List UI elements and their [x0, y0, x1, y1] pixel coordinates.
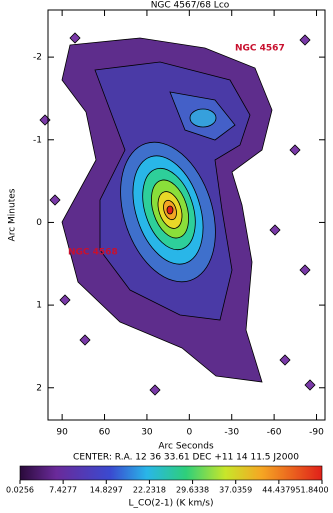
- plot-frame: [47, 9, 326, 421]
- x-axis-title: Arc Seconds: [158, 442, 214, 452]
- colorbar-title: L_CO(2-1) (K km/s): [129, 499, 214, 509]
- x-tick-label: 0: [186, 428, 192, 438]
- x-tick-label: 60: [99, 428, 111, 438]
- y-tick-label: 1: [36, 301, 42, 311]
- subtitle: CENTER: R.A. 12 36 33.61 DEC +11 14 11.5…: [73, 453, 299, 463]
- x-tick-label: -90: [309, 428, 324, 438]
- colorbar-tick-label: 14.8297: [90, 486, 123, 495]
- annotation: NGC 4567: [235, 44, 285, 54]
- y-tick-label: -2: [33, 53, 42, 63]
- colorbar-tick-label: 22.2318: [133, 486, 166, 495]
- y-axis-title: Arc Minutes: [8, 188, 18, 241]
- colorbar-tick-label: 0.0256: [6, 486, 34, 495]
- colorbar-tick-label: 7.4277: [49, 486, 77, 495]
- colorbar-tick-label: 51.8400: [295, 486, 328, 495]
- y-tick-label: 2: [36, 383, 42, 393]
- y-tick-label: 0: [36, 218, 42, 228]
- colorbar: [19, 465, 323, 481]
- colorbar-tick-label: 44.4379: [262, 486, 295, 495]
- contour-map: [39, 32, 316, 396]
- x-tick-label: -30: [224, 428, 239, 438]
- chart-title: NGC 4567/68 Lco: [151, 1, 230, 11]
- x-tick-label: 30: [141, 428, 153, 438]
- annotation: NGC 4568: [68, 248, 118, 258]
- colorbar-tick-label: 29.6338: [176, 486, 209, 495]
- colorbar-tick-label: 37.0359: [219, 486, 252, 495]
- y-tick-label: -1: [33, 135, 42, 145]
- x-tick-label: -60: [267, 428, 282, 438]
- x-tick-label: 90: [56, 428, 68, 438]
